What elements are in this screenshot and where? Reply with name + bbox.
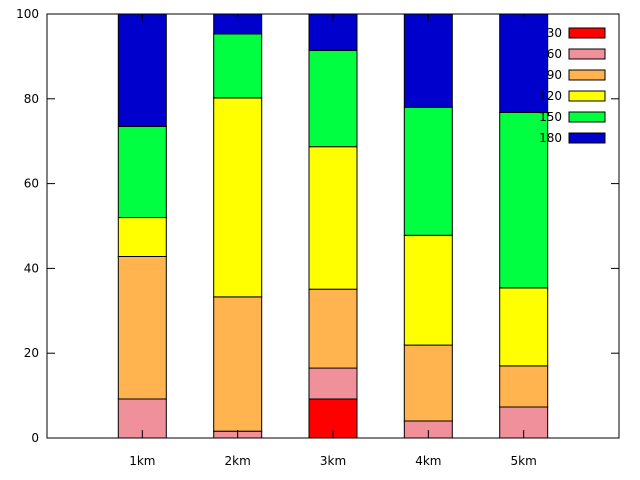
bar-2km-series-90	[213, 296, 263, 432]
bar-3km-series-150	[308, 50, 358, 148]
x-tick-label-4km: 4km	[415, 454, 441, 468]
bar-5km-series-180	[499, 13, 549, 113]
bar-4km-series-90	[403, 344, 453, 422]
legend-swatch-180	[568, 132, 606, 144]
y-tick-label-100: 100	[16, 7, 39, 21]
bar-1km-series-180	[117, 13, 167, 127]
bar-5km-series-90	[499, 365, 549, 408]
y-tick-label-60: 60	[24, 177, 39, 191]
legend-label-60: 60	[547, 47, 562, 61]
y-tick-label-20: 20	[24, 346, 39, 360]
x-tick-label-2km: 2km	[225, 454, 251, 468]
legend-label-90: 90	[547, 68, 562, 82]
bar-1km-series-90	[117, 256, 167, 400]
legend-label-120: 120	[539, 89, 562, 103]
legend-swatch-120	[568, 90, 606, 102]
legend-label-180: 180	[539, 131, 562, 145]
legend-swatch-90	[568, 69, 606, 81]
y-tick-label-40: 40	[24, 261, 39, 275]
bar-4km-series-150	[403, 106, 453, 236]
legend: 30 60 90 120 150 180	[539, 26, 606, 145]
y-axis: 0 20 40 60 80 100	[16, 7, 619, 445]
bars-group	[117, 13, 549, 439]
bar-1km-series-120	[117, 217, 167, 257]
x-tick-label-5km: 5km	[511, 454, 537, 468]
bar-1km-series-150	[117, 125, 167, 219]
legend-label-150: 150	[539, 110, 562, 124]
y-tick-label-80: 80	[24, 92, 39, 106]
bar-2km-series-150	[213, 33, 263, 99]
bar-3km-series-120	[308, 146, 358, 290]
x-axis: 1km 2km 3km 4km 5km	[129, 14, 537, 468]
legend-swatch-60	[568, 48, 606, 60]
bar-3km-series-90	[308, 288, 358, 369]
bar-4km-series-180	[403, 13, 453, 108]
bar-4km-series-120	[403, 234, 453, 346]
y-tick-label-0: 0	[31, 431, 39, 445]
x-tick-label-1km: 1km	[129, 454, 155, 468]
x-tick-label-3km: 3km	[320, 454, 346, 468]
legend-swatch-30	[568, 27, 606, 39]
bar-3km-series-60	[308, 367, 358, 400]
bar-5km-series-120	[499, 287, 549, 367]
legend-label-30: 30	[547, 26, 562, 40]
legend-swatch-150	[568, 111, 606, 123]
bar-2km-series-120	[213, 97, 263, 298]
